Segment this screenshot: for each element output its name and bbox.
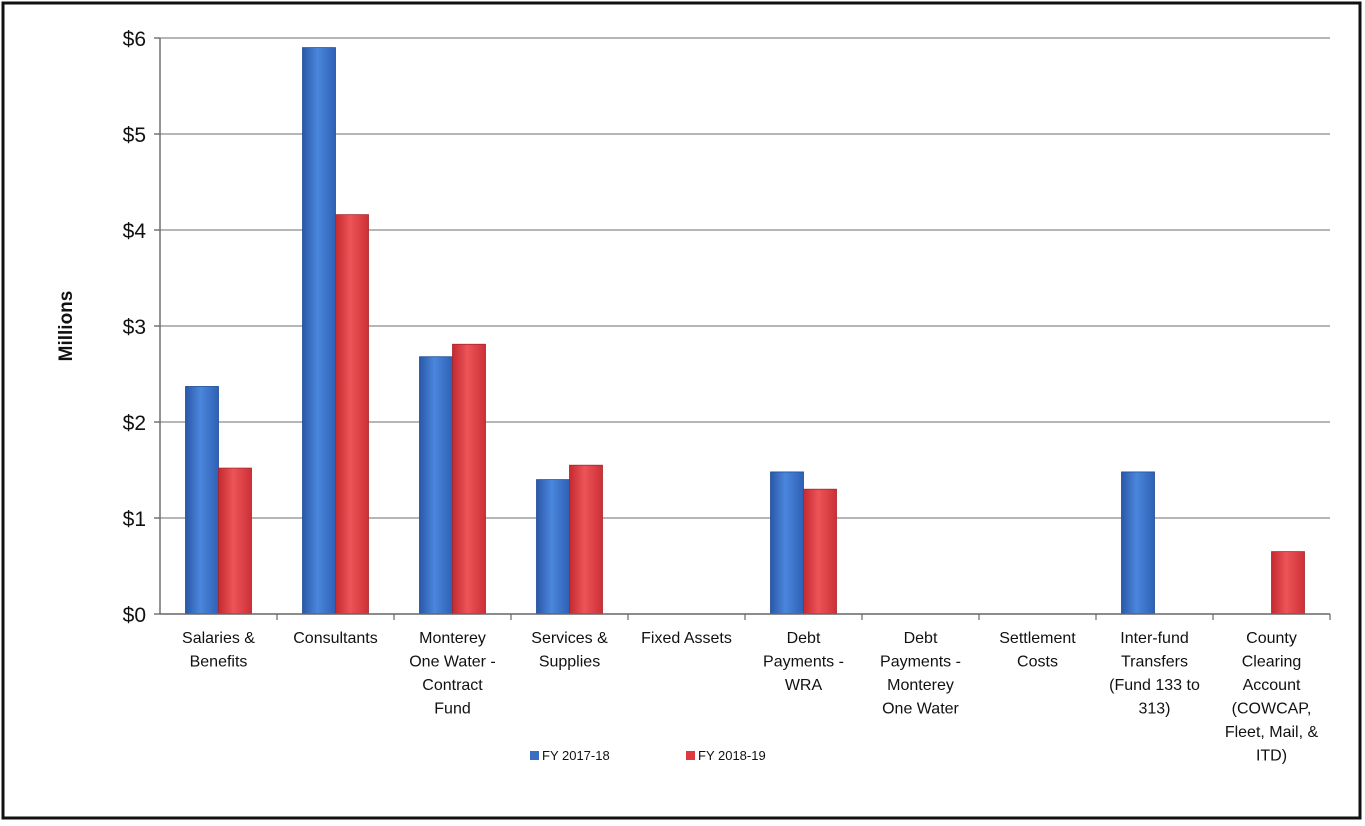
x-tick-label-line: Fleet, Mail, &	[1225, 724, 1319, 741]
x-tick-label-line: Fund	[434, 701, 470, 718]
bar-3-series-0	[537, 480, 570, 614]
x-tick-label-line: Debt	[904, 630, 938, 647]
x-tick-label-line: Services &	[531, 630, 608, 647]
x-tick-label-line: One Water	[882, 701, 959, 718]
x-tick-label-line: Payments -	[763, 654, 844, 671]
x-tick-label-line: Benefits	[190, 654, 248, 671]
bar-5-series-0	[771, 472, 804, 614]
x-tick-label-line: Costs	[1017, 654, 1058, 671]
x-tick-label-line: (Fund 133 to	[1109, 677, 1200, 694]
bar-9-series-1	[1272, 552, 1305, 614]
x-tick-label-line: WRA	[785, 677, 823, 694]
x-tick-label-line: Fixed Assets	[641, 630, 732, 647]
bar-0-series-0	[186, 386, 219, 614]
x-tick-label-line: Inter-fund	[1120, 630, 1188, 647]
x-tick-label-line: County	[1246, 630, 1297, 647]
bar-2-series-0	[420, 357, 453, 614]
y-tick-label-5: $5	[123, 124, 146, 147]
y-axis-title: Millions	[56, 291, 77, 362]
x-tick-label-line: One Water -	[409, 654, 496, 671]
x-tick-label-line: Monterey	[887, 677, 954, 694]
x-tick-label-line: Consultants	[293, 630, 378, 647]
x-tick-label-line: Transfers	[1121, 654, 1188, 671]
x-tick-label-line: (COWCAP,	[1232, 701, 1312, 718]
x-tick-label-line: Clearing	[1242, 654, 1302, 671]
x-tick-label-1: Consultants	[293, 630, 378, 647]
legend-swatch-1	[686, 751, 695, 760]
bar-3-series-1	[570, 465, 603, 614]
y-tick-label-0: $0	[123, 604, 146, 627]
bar-2-series-1	[453, 344, 486, 614]
x-tick-label-line: Monterey	[419, 630, 486, 647]
x-tick-label-line: ITD)	[1256, 748, 1287, 765]
bar-8-series-0	[1122, 472, 1155, 614]
x-tick-label-4: Fixed Assets	[641, 630, 732, 647]
x-tick-label-line: Account	[1243, 677, 1301, 694]
y-tick-label-4: $4	[123, 220, 147, 243]
y-tick-label-2: $2	[123, 412, 146, 435]
x-tick-label-line: Debt	[787, 630, 821, 647]
bar-1-series-1	[336, 215, 369, 614]
x-tick-label-line: 313)	[1138, 701, 1170, 718]
x-tick-label-line: Payments -	[880, 654, 961, 671]
legend-label-1: FY 2018-19	[698, 748, 766, 763]
y-tick-label-6: $6	[123, 28, 146, 51]
x-tick-label-line: Contract	[422, 677, 483, 694]
x-tick-label-line: Salaries &	[182, 630, 255, 647]
y-tick-label-3: $3	[123, 316, 146, 339]
x-tick-label-line: Settlement	[999, 630, 1076, 647]
bar-0-series-1	[219, 468, 252, 614]
y-tick-label-1: $1	[123, 508, 146, 531]
legend-swatch-0	[530, 751, 539, 760]
legend-label-0: FY 2017-18	[542, 748, 610, 763]
x-tick-label-line: Supplies	[539, 654, 600, 671]
bar-1-series-0	[303, 48, 336, 614]
bar-5-series-1	[804, 489, 837, 614]
